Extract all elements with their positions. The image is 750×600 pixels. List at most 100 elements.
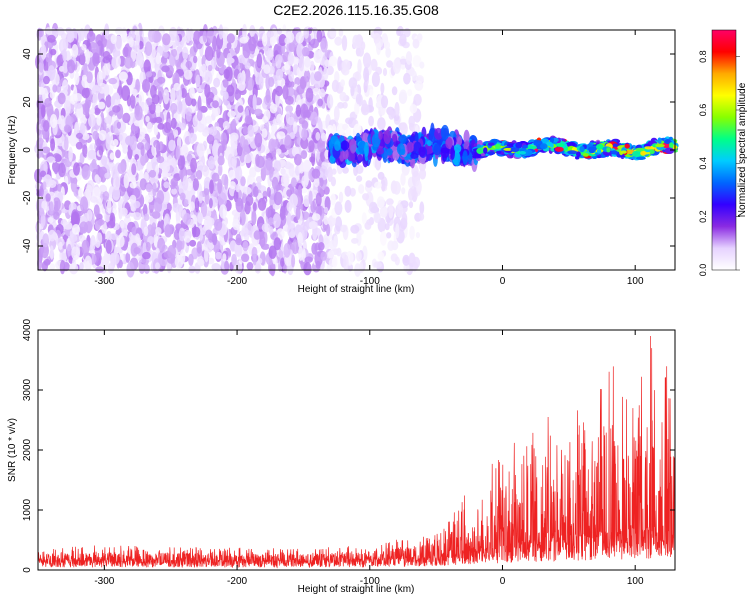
- heatmap-cell: [380, 82, 385, 95]
- heatmap-cell: [331, 256, 338, 268]
- heatmap-cell: [388, 109, 395, 120]
- heatmap-cell: [155, 227, 162, 235]
- heatmap-cell: [143, 226, 149, 237]
- heatmap-cell: [202, 165, 210, 177]
- heatmap-cell: [268, 76, 275, 88]
- heatmap-cell: [227, 110, 236, 118]
- heatmap-cell: [378, 108, 384, 116]
- heatmap-cell: [338, 191, 344, 204]
- heatmap-cell: [376, 148, 385, 155]
- heatmap-cell: [419, 61, 425, 69]
- heatmap-cell: [303, 69, 311, 83]
- heatmap-cell: [254, 108, 263, 117]
- heatmap-cell: [247, 124, 255, 137]
- heatmap-cell: [365, 180, 373, 188]
- heatmap-cell: [141, 79, 151, 93]
- heatmap-cell: [403, 72, 411, 85]
- heatmap-cell: [265, 157, 273, 171]
- heatmap-cell: [303, 159, 311, 172]
- heatmap-cell: [95, 240, 101, 248]
- heatmap-cell: [408, 115, 416, 128]
- heatmap-cell: [47, 217, 54, 224]
- heatmap-cell: [49, 91, 55, 99]
- heatmap-cell: [280, 173, 290, 187]
- heatmap-cell: [153, 122, 159, 136]
- heatmap-cell: [215, 251, 222, 260]
- heatmap-cell: [36, 241, 42, 248]
- heatmap-cell: [242, 240, 249, 252]
- heatmap-cell: [196, 142, 205, 157]
- heatmap-cell: [155, 116, 163, 124]
- heatmap-cell: [418, 212, 425, 221]
- heatmap-cell: [241, 227, 249, 238]
- heatmap-cell: [233, 146, 238, 157]
- heatmap-cell: [352, 34, 360, 49]
- heatmap-cell: [50, 138, 56, 152]
- heatmap-cell: [218, 24, 224, 40]
- heatmap-cell: [52, 84, 58, 93]
- heatmap-cell: [81, 165, 91, 180]
- spectrogram-heatmap: [34, 22, 679, 278]
- heatmap-cell: [203, 215, 213, 232]
- heatmap-cell: [283, 243, 291, 258]
- heatmap-cell: [296, 85, 305, 95]
- heatmap-cell: [394, 102, 400, 117]
- heatmap-cell: [311, 242, 318, 255]
- heatmap-cell: [418, 146, 426, 157]
- heatmap-cell: [386, 198, 394, 206]
- heatmap-cell: [292, 121, 298, 134]
- heatmap-cell: [101, 155, 108, 166]
- heatmap-cell: [339, 91, 347, 102]
- heatmap-cell: [211, 105, 221, 117]
- heatmap-cell: [246, 262, 254, 271]
- heatmap-cell: [320, 251, 328, 261]
- heatmap-cell: [211, 172, 220, 182]
- heatmap-cell: [110, 34, 117, 45]
- heatmap-cell: [248, 36, 257, 52]
- heatmap-cell: [202, 30, 207, 43]
- heatmap-cell: [244, 62, 251, 70]
- heatmap-cell: [301, 46, 310, 57]
- heatmap-cell: [324, 237, 329, 245]
- heatmap-cell: [228, 169, 236, 180]
- heatmap-cell: [74, 102, 83, 109]
- heatmap-cell: [360, 103, 370, 116]
- heatmap-cell: [287, 51, 294, 67]
- heatmap-cell: [178, 227, 186, 242]
- heatmap-cell: [90, 235, 96, 251]
- heatmap-cell: [75, 141, 83, 150]
- heatmap-cell: [263, 64, 271, 74]
- heatmap-cell: [92, 85, 101, 95]
- heatmap-cell: [298, 246, 304, 261]
- heatmap-cell: [415, 232, 420, 239]
- heatmap-cell: [116, 121, 121, 129]
- heatmap-cell: [190, 157, 197, 173]
- heatmap-cell: [242, 125, 248, 135]
- heatmap-cell: [156, 140, 160, 155]
- heatmap-cell: [207, 155, 215, 170]
- heatmap-cell: [224, 174, 229, 190]
- heatmap-cell: [145, 71, 153, 78]
- heatmap-cell: [245, 194, 254, 206]
- heatmap-cell: [72, 85, 78, 102]
- heatmap-cell: [219, 204, 228, 219]
- heatmap-cell: [301, 127, 308, 141]
- heatmap-cell: [64, 136, 69, 151]
- heatmap-cell: [84, 101, 90, 116]
- heatmap-cell: [315, 192, 322, 207]
- heatmap-cell: [39, 207, 45, 217]
- heatmap-cell: [252, 94, 257, 111]
- heatmap-cell: [145, 241, 151, 252]
- heatmap-cell: [317, 98, 324, 107]
- heatmap-cell: [133, 212, 142, 221]
- heatmap-cell: [386, 148, 393, 156]
- heatmap-cell: [41, 146, 51, 154]
- heatmap-cell: [196, 110, 203, 122]
- heatmap-cell: [73, 162, 80, 176]
- heatmap-cell: [276, 131, 286, 140]
- heatmap-cell: [261, 223, 271, 233]
- heatmap-cell: [406, 141, 414, 153]
- heatmap-cell: [118, 71, 128, 82]
- heatmap-cell: [97, 101, 106, 110]
- heatmap-cell: [167, 245, 177, 259]
